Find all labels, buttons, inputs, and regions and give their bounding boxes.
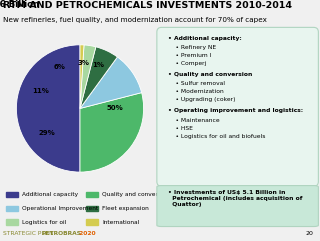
FancyBboxPatch shape <box>157 186 318 227</box>
Bar <box>86 206 98 211</box>
Bar <box>6 219 18 225</box>
Wedge shape <box>80 57 142 108</box>
Text: • Investments of US$ 5.1 Billion in
  Petrochemical (includes acquisition of
  Q: • Investments of US$ 5.1 Billion in Petr… <box>168 190 302 207</box>
Text: Fleet expansion: Fleet expansion <box>102 206 149 211</box>
Text: 11%: 11% <box>32 88 49 94</box>
Text: • Operating improvement and logistics:: • Operating improvement and logistics: <box>168 108 303 113</box>
Text: STRATEGIC PLAN: STRATEGIC PLAN <box>3 231 56 235</box>
Wedge shape <box>16 45 80 172</box>
Text: • Premium I: • Premium I <box>168 53 211 58</box>
Wedge shape <box>80 45 84 108</box>
Bar <box>86 219 98 225</box>
Text: International: International <box>102 220 140 225</box>
Text: 29%: 29% <box>38 130 55 136</box>
Text: 50%: 50% <box>107 106 124 111</box>
Text: New refineries, fuel quality, and modernization account for 70% of capex: New refineries, fuel quality, and modern… <box>3 17 267 23</box>
Wedge shape <box>80 45 96 108</box>
Text: 2020: 2020 <box>77 231 95 235</box>
Text: 6%: 6% <box>54 64 66 70</box>
Text: 1%: 1% <box>92 62 104 68</box>
Text: PETROBRAS: PETROBRAS <box>42 231 82 235</box>
Bar <box>6 192 18 197</box>
Text: Quality and conversion: Quality and conversion <box>102 192 170 197</box>
Wedge shape <box>80 47 117 108</box>
Text: • HSE: • HSE <box>168 126 193 131</box>
Text: • Sulfur removal: • Sulfur removal <box>168 81 225 86</box>
Text: Operational Improvement: Operational Improvement <box>22 206 99 211</box>
Text: • Additional capacity:: • Additional capacity: <box>168 36 242 41</box>
Text: 3%: 3% <box>78 60 90 66</box>
Text: • Quality and conversion: • Quality and conversion <box>168 72 252 77</box>
Bar <box>86 192 98 197</box>
Text: Logistics for oil: Logistics for oil <box>22 220 67 225</box>
Bar <box>6 206 18 211</box>
FancyBboxPatch shape <box>157 27 318 186</box>
Text: • Logistics for oil and biofuels: • Logistics for oil and biofuels <box>168 134 265 139</box>
Wedge shape <box>80 93 144 172</box>
Text: 20: 20 <box>306 231 314 235</box>
Text: • Upgrading (coker): • Upgrading (coker) <box>168 97 235 102</box>
Text: • Modernization: • Modernization <box>168 89 224 94</box>
Text: • Maintenance: • Maintenance <box>168 118 220 123</box>
Text: RTM AND PETROCHEMICALS INVESTMENTS 2010-2014: RTM AND PETROCHEMICALS INVESTMENTS 2010-… <box>3 1 292 10</box>
Text: • Refinery NE: • Refinery NE <box>168 45 216 50</box>
Text: US$ 73.6 Billion: US$ 73.6 Billion <box>0 0 39 9</box>
Text: Additional capacity: Additional capacity <box>22 192 78 197</box>
Text: • Comperj: • Comperj <box>168 60 206 66</box>
